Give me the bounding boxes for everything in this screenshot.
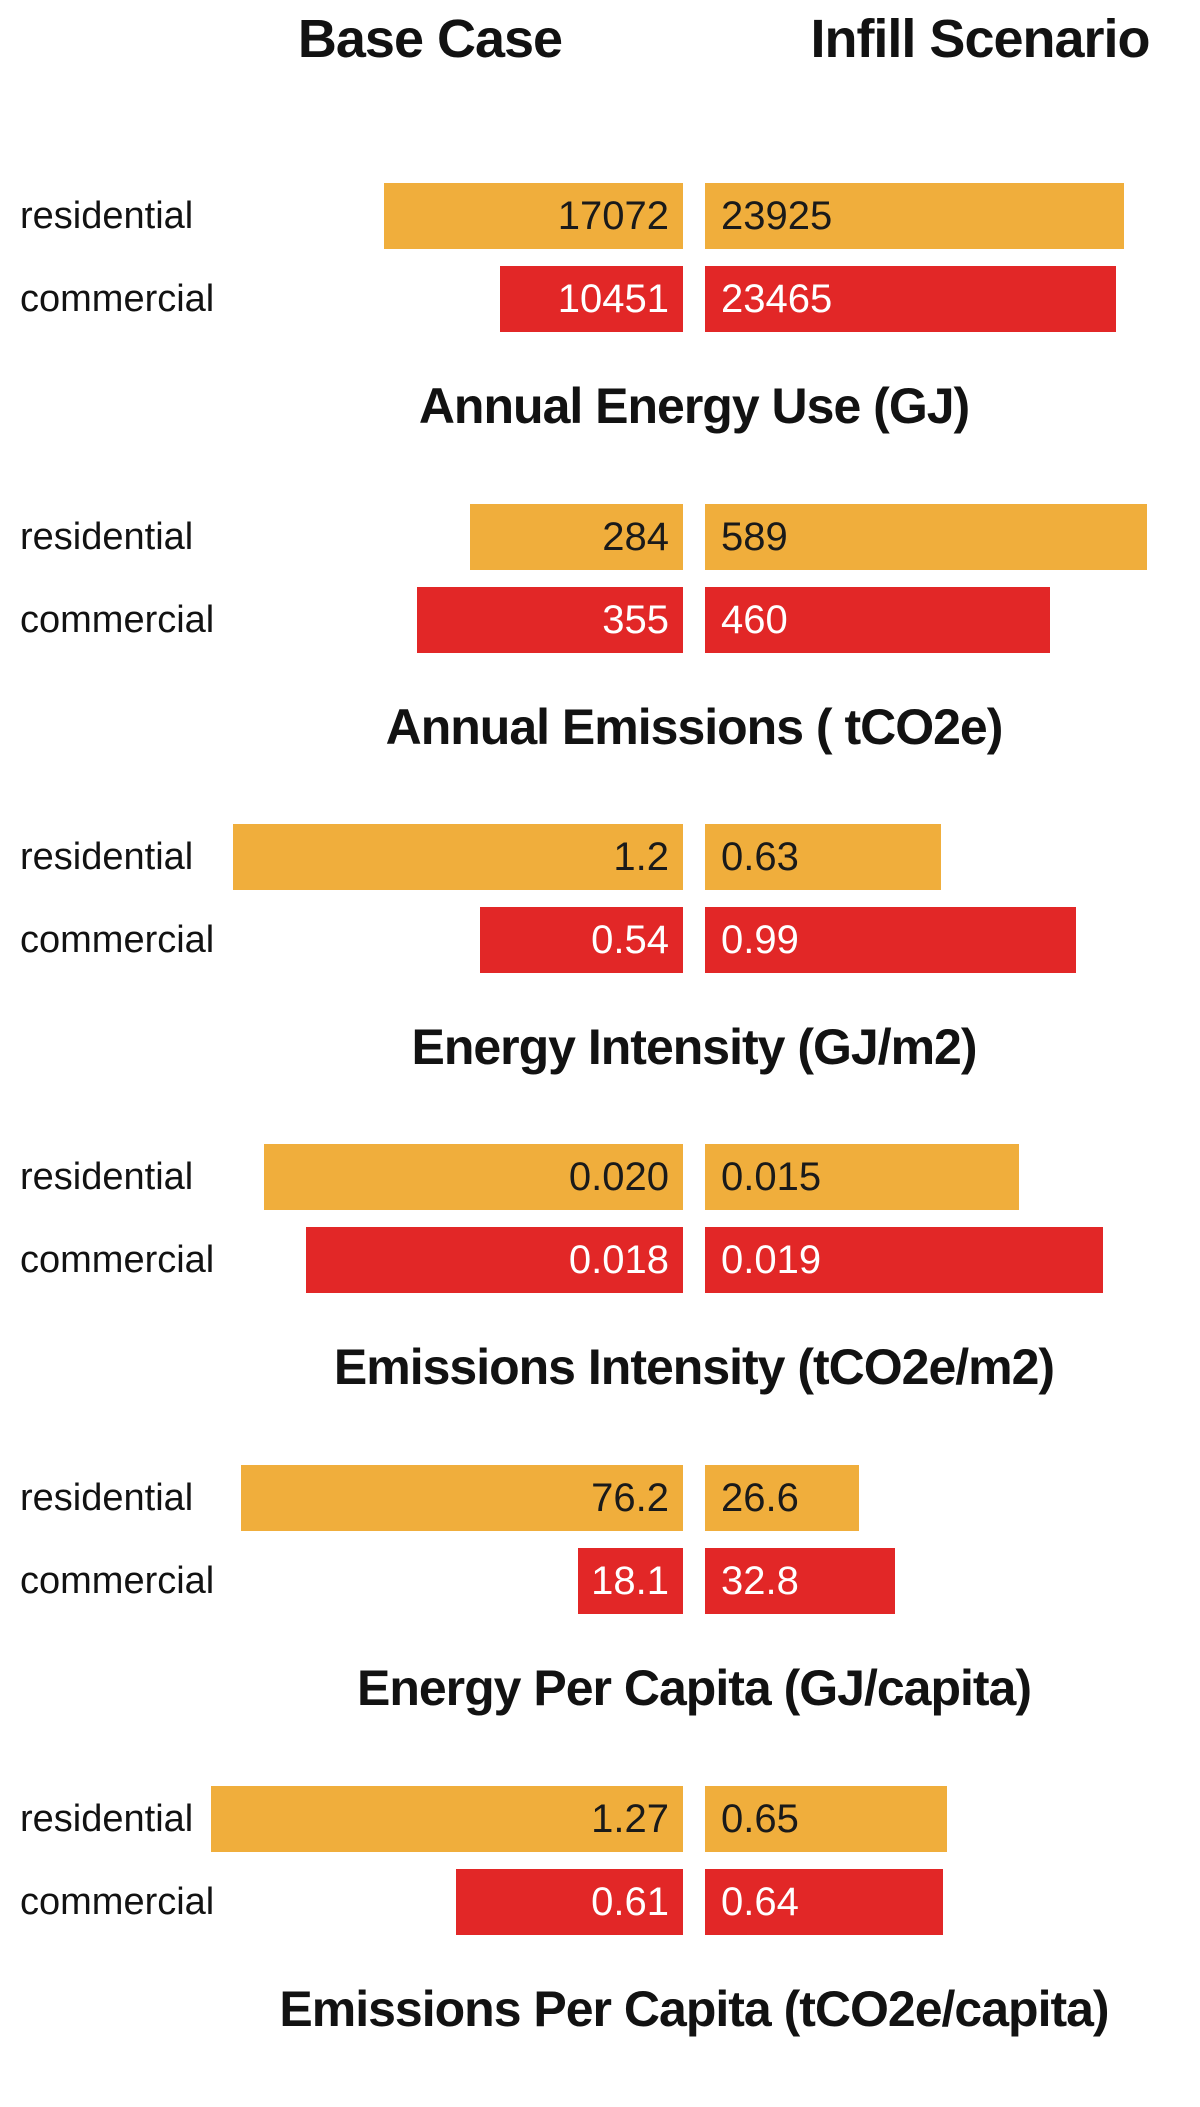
bar-infill-commercial: 23465 bbox=[705, 266, 1116, 332]
bar-base-case-commercial: 0.54 bbox=[480, 907, 683, 973]
bar-value: 284 bbox=[602, 514, 669, 559]
bar-base-case-residential: 1.2 bbox=[233, 824, 683, 890]
chart-group: residential 1.27 0.65 commercial 0.61 0.64 Emi… bbox=[0, 1786, 1200, 2107]
chart-title: Annual Emissions ( tCO2e) bbox=[385, 699, 1004, 755]
bar-infill-commercial: 0.64 bbox=[705, 1869, 943, 1935]
category-label-residential: residential bbox=[20, 194, 194, 237]
category-label-commercial: commercial bbox=[20, 918, 215, 961]
bar-infill-commercial: 32.8 bbox=[705, 1548, 895, 1614]
category-label-commercial: commercial bbox=[20, 277, 215, 320]
category-label-residential: residential bbox=[20, 1476, 194, 1519]
category-label-commercial: commercial bbox=[20, 1238, 215, 1281]
bar-base-case-residential: 284 bbox=[470, 504, 683, 570]
bar-base-case-residential: 0.020 bbox=[264, 1144, 683, 1210]
chart-group: residential 76.2 26.6 commercial 18.1 32.8 Ene… bbox=[0, 1465, 1200, 1786]
bar-base-case-commercial: 0.61 bbox=[456, 1869, 683, 1935]
chart-group: residential 1.2 0.63 commercial 0.54 0.99 Ener… bbox=[0, 824, 1200, 1145]
bar-infill-commercial: 460 bbox=[705, 587, 1050, 653]
bar-value: 460 bbox=[721, 597, 788, 642]
category-label-commercial: commercial bbox=[20, 598, 215, 641]
bar-value: 18.1 bbox=[591, 1558, 669, 1603]
chart-title: Emissions Intensity (tCO2e/m2) bbox=[333, 1339, 1055, 1395]
infographic-root: Base Case Infill Scenario residential 170… bbox=[0, 9, 1200, 2037]
bar-value: 17072 bbox=[557, 193, 669, 238]
bar-value: 0.019 bbox=[721, 1237, 822, 1282]
bar-value: 10451 bbox=[557, 276, 669, 321]
chart-title: Emissions Per Capita (tCO2e/capita) bbox=[279, 1981, 1109, 2037]
chart-title: Energy Intensity (GJ/m2) bbox=[411, 1019, 977, 1075]
bar-infill-residential: 26.6 bbox=[705, 1465, 859, 1531]
bar-value: 1.2 bbox=[613, 834, 669, 879]
bar-value: 76.2 bbox=[591, 1475, 669, 1520]
bar-infill-commercial: 0.99 bbox=[705, 907, 1076, 973]
bar-value: 0.64 bbox=[721, 1879, 799, 1924]
bar-infill-residential: 0.65 bbox=[705, 1786, 947, 1852]
bar-value: 0.65 bbox=[721, 1796, 799, 1841]
bar-value: 23465 bbox=[721, 276, 833, 321]
chart-title: Energy Per Capita (GJ/capita) bbox=[356, 1660, 1032, 1716]
category-label-residential: residential bbox=[20, 1155, 194, 1198]
bar-value: 1.27 bbox=[591, 1796, 669, 1841]
bar-value: 0.015 bbox=[721, 1154, 822, 1199]
bar-infill-residential: 23925 bbox=[705, 183, 1124, 249]
bar-value: 589 bbox=[721, 514, 788, 559]
bar-base-case-residential: 76.2 bbox=[241, 1465, 683, 1531]
bar-base-case-commercial: 0.018 bbox=[306, 1227, 683, 1293]
bar-value: 0.63 bbox=[721, 834, 799, 879]
column-header-base-case: Base Case bbox=[297, 9, 563, 69]
bar-base-case-commercial: 10451 bbox=[500, 266, 683, 332]
bar-value: 0.61 bbox=[591, 1879, 669, 1924]
bar-base-case-commercial: 18.1 bbox=[578, 1548, 683, 1614]
bar-value: 0.99 bbox=[721, 917, 799, 962]
bar-value: 26.6 bbox=[721, 1475, 799, 1520]
bar-infill-residential: 0.015 bbox=[705, 1144, 1019, 1210]
category-label-commercial: commercial bbox=[20, 1559, 215, 1602]
chart-group: residential 17072 23925 commercial 10451 2346… bbox=[0, 183, 1200, 504]
bar-base-case-residential: 17072 bbox=[384, 183, 683, 249]
bar-value: 0.54 bbox=[591, 917, 669, 962]
category-label-residential: residential bbox=[20, 835, 194, 878]
chart-group: residential 284 589 commercial 355 460 Annual … bbox=[0, 504, 1200, 825]
chart-title: Annual Energy Use (GJ) bbox=[418, 378, 970, 434]
bar-value: 0.020 bbox=[568, 1154, 669, 1199]
bar-value: 32.8 bbox=[721, 1558, 799, 1603]
bar-infill-commercial: 0.019 bbox=[705, 1227, 1103, 1293]
bar-infill-residential: 0.63 bbox=[705, 824, 941, 890]
bar-infill-residential: 589 bbox=[705, 504, 1147, 570]
category-label-commercial: commercial bbox=[20, 1880, 215, 1923]
category-label-residential: residential bbox=[20, 1797, 194, 1840]
bar-value: 355 bbox=[602, 597, 669, 642]
bar-value: 0.018 bbox=[568, 1237, 669, 1282]
bar-value: 23925 bbox=[721, 193, 833, 238]
category-label-residential: residential bbox=[20, 515, 194, 558]
chart-group: residential 0.020 0.015 commercial 0.018 0.01… bbox=[0, 1144, 1200, 1465]
bar-base-case-commercial: 355 bbox=[417, 587, 683, 653]
column-header-infill-scenario: Infill Scenario bbox=[810, 9, 1150, 69]
bar-base-case-residential: 1.27 bbox=[211, 1786, 683, 1852]
